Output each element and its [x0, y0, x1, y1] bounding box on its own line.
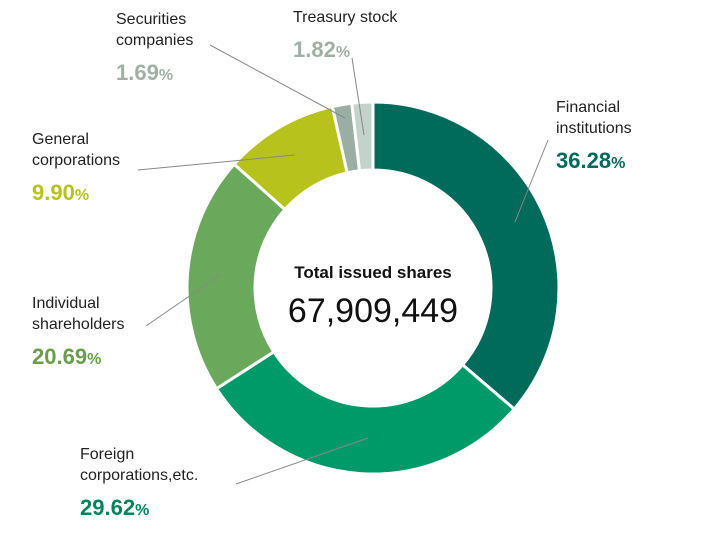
category-label: General: [32, 131, 89, 148]
category-label: corporations: [32, 152, 120, 169]
category-label: shareholders: [32, 316, 125, 333]
value-unit: %: [87, 351, 101, 368]
value-label: 20.69%: [32, 344, 101, 369]
value-unit: %: [75, 187, 89, 204]
value-number: 9.90: [32, 180, 75, 205]
value-label: 29.62%: [80, 495, 149, 520]
leader-line: [514, 139, 549, 223]
category-label: Foreign: [80, 446, 134, 463]
leader-line: [137, 154, 296, 171]
value-unit: %: [611, 155, 625, 172]
donut-segment: [214, 349, 517, 476]
value-number: 29.62: [80, 495, 135, 520]
center-label: Total issued shares: [294, 263, 451, 282]
value-number: 20.69: [32, 344, 87, 369]
value-number: 36.28: [556, 148, 611, 173]
category-label: Financial: [556, 99, 620, 116]
value-label: 36.28%: [556, 148, 625, 173]
category-label: Treasury stock: [293, 9, 398, 26]
value-number: 1.82: [293, 37, 336, 62]
value-label: 1.82%: [293, 37, 350, 62]
category-label: Individual: [32, 295, 100, 312]
donut-segment: [185, 162, 288, 391]
leader-line: [209, 44, 346, 119]
value-number: 1.69: [116, 60, 159, 85]
value-label: 1.69%: [116, 60, 173, 85]
value-unit: %: [336, 44, 350, 61]
category-label: corporations,etc.: [80, 467, 198, 484]
leader-line: [351, 57, 365, 136]
center-value: 67,909,449: [288, 292, 458, 330]
value-unit: %: [135, 502, 149, 519]
category-label: institutions: [556, 120, 632, 137]
leader-line: [235, 437, 369, 485]
value-label: 9.90%: [32, 180, 89, 205]
value-unit: %: [159, 67, 173, 84]
category-label: Securities: [116, 11, 186, 28]
category-label: companies: [116, 32, 193, 49]
donut-segment: [371, 100, 561, 412]
leader-line: [145, 274, 221, 327]
